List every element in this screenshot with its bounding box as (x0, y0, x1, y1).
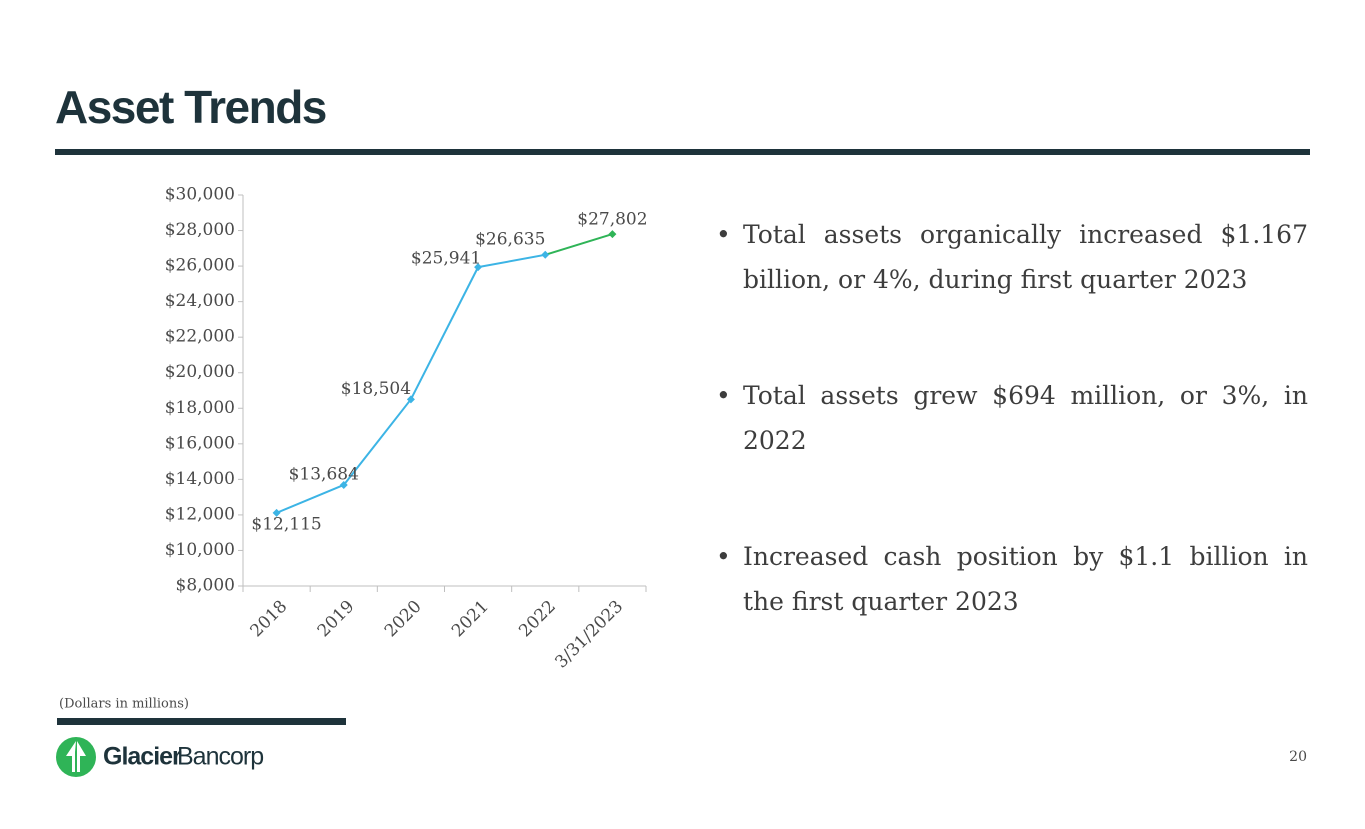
y-tick-label: $8,000 (176, 576, 235, 596)
x-tick-label: 2019 (314, 597, 359, 642)
y-tick-label: $20,000 (165, 362, 235, 382)
y-tick-label: $28,000 (165, 220, 235, 240)
line-segment (410, 266, 479, 400)
footnote: (Dollars in millions) (59, 697, 189, 712)
line-segment (477, 253, 546, 269)
y-tick-label: $12,000 (165, 504, 235, 524)
x-tick-label: 2021 (448, 597, 493, 642)
value-label: $25,941 (411, 249, 481, 269)
bullet-text: Total assets grew $694 million, or 3%, i… (743, 381, 1308, 455)
y-tick-label: $30,000 (165, 185, 235, 205)
x-tick-label: 3/31/2023 (551, 597, 627, 673)
logo-light: Bancorp (177, 743, 263, 771)
slide-title: Asset Trends (55, 81, 326, 133)
logo-bold: Glacier (103, 743, 182, 771)
y-tick-label: $16,000 (165, 433, 235, 453)
line-segment (544, 233, 613, 256)
title-rule (55, 149, 1310, 155)
value-label: $13,684 (289, 464, 359, 484)
y-tick-label: $10,000 (165, 540, 235, 560)
y-tick-label: $26,000 (165, 256, 235, 276)
logo-tree (66, 741, 86, 772)
x-tick-label: 2020 (381, 597, 426, 642)
y-tick-label: $14,000 (165, 469, 235, 489)
bullet: • Total assets grew $694 million, or 3%, … (716, 373, 1308, 463)
point-marker (608, 230, 617, 239)
bullet-text: Total assets organically increased $1.16… (743, 220, 1308, 294)
point-marker (474, 263, 483, 272)
bullet: • Increased cash position by $1.1 billion… (716, 534, 1308, 624)
line-segment (342, 398, 412, 486)
point-marker (406, 395, 415, 404)
bullet-text: Increased cash position by $1.1 billion … (743, 542, 1308, 616)
logo-icon (56, 737, 96, 777)
footnote-rule (57, 718, 346, 725)
value-label: $12,115 (251, 514, 321, 534)
bullet: • Total assets organically increased $1.1… (716, 212, 1308, 302)
point-marker (272, 508, 281, 517)
value-label: $27,802 (577, 210, 647, 230)
point-marker (541, 250, 550, 259)
page-number: 20 (1289, 749, 1307, 765)
value-label: $18,504 (341, 379, 411, 399)
point-marker (339, 480, 348, 489)
x-tick-label: 2018 (247, 597, 292, 642)
x-tick-label: 2022 (515, 597, 560, 642)
value-label: $26,635 (475, 229, 545, 249)
line-segment (276, 484, 345, 514)
y-tick-label: $22,000 (165, 327, 235, 347)
y-tick-label: $18,000 (165, 398, 235, 418)
y-tick-label: $24,000 (165, 291, 235, 311)
logo: Glacier Bancorp (56, 737, 264, 777)
